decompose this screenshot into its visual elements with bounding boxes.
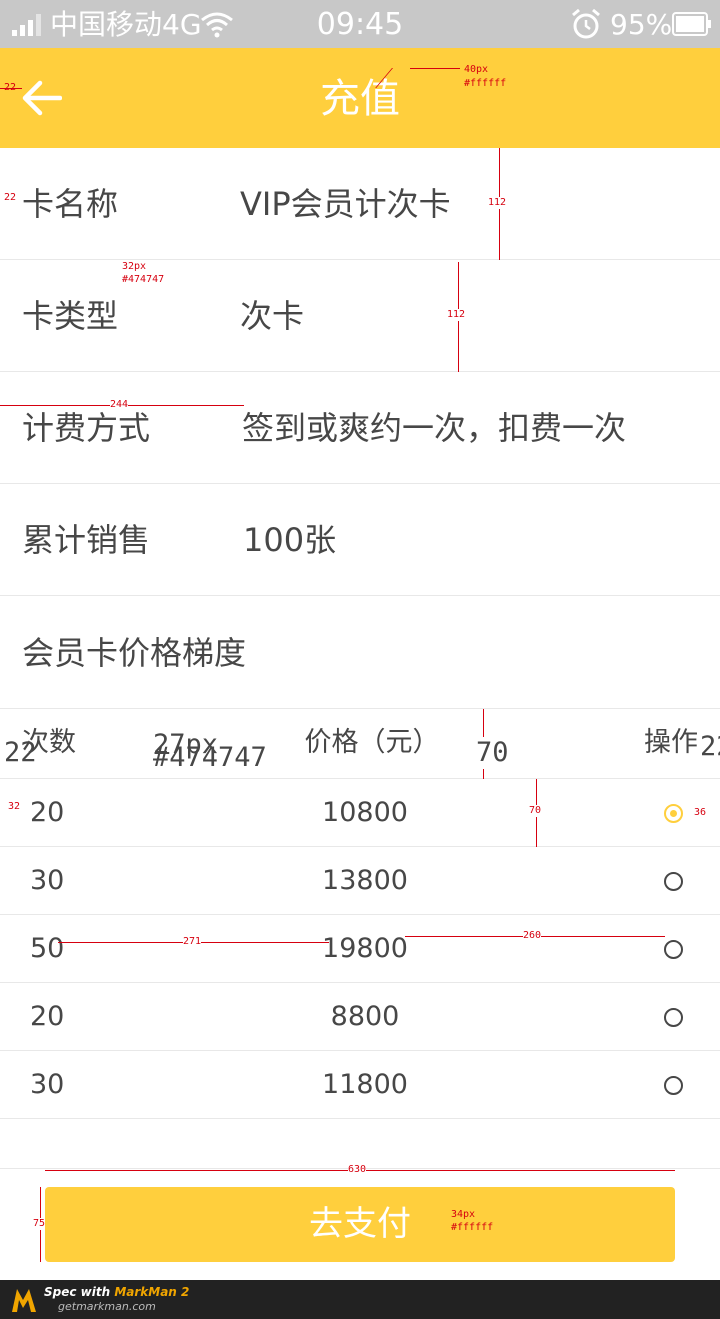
radio-icon[interactable] [664, 940, 683, 959]
annotation-label-width: 244 [110, 399, 129, 411]
info-value: 次卡 [240, 297, 305, 335]
annotation-head-height: 70 [476, 737, 509, 769]
battery-percent: 95% [610, 8, 673, 41]
footer-brand: MarkMan 2 [114, 1285, 190, 1299]
status-bar: 中国移动4G 09:45 95% [0, 0, 720, 48]
price-row[interactable]: 20 10800 32 36 70 [0, 779, 720, 847]
section-title-text: 会员卡价格梯度 [22, 634, 247, 672]
price-table-header: 次数 价格（元） 操作 22 22 27px #474747 70 [0, 709, 720, 779]
header-count: 次数 [22, 727, 76, 758]
row-count: 20 [30, 797, 65, 828]
info-value: 签到或爽约一次，扣费一次 [242, 409, 627, 447]
info-value: VIP会员计次卡 [240, 185, 451, 223]
pay-button[interactable]: 去支付 [45, 1187, 675, 1262]
markman-footer: Spec with MarkMan 2 getmarkman.com [0, 1280, 720, 1319]
annotation-table-margin: 22 [4, 737, 37, 768]
annotation-row-height: 112 [488, 197, 507, 209]
annotation-label-size: 32px [122, 261, 147, 272]
price-row[interactable]: 50 19800 271 260 [0, 915, 720, 983]
row-count: 30 [30, 1069, 65, 1100]
price-row[interactable]: 30 11800 [0, 1051, 720, 1119]
radio-icon[interactable] [664, 1008, 683, 1027]
header-bar: 充值 22 40px #ffffff [0, 48, 720, 148]
footer-prefix: Spec with [44, 1285, 115, 1299]
annotation-count-price-gap: 271 [183, 936, 202, 948]
annotation-table-label-size: 27px [153, 729, 219, 760]
info-label: 计费方式 [22, 409, 151, 447]
footer-url: getmarkman.com [58, 1300, 156, 1313]
price-section-title: 会员卡价格梯度 [0, 597, 720, 709]
row-price: 8800 [330, 1001, 400, 1032]
signal-icon [12, 14, 41, 36]
annotation-row-height: 70 [529, 805, 542, 817]
annotation-row-height: 112 [447, 309, 466, 321]
carrier-text: 中国移动4G [50, 8, 202, 41]
radio-icon[interactable] [664, 1076, 683, 1095]
header-price: 价格（元） [304, 727, 440, 758]
annotation-title-size: 40px [464, 64, 489, 75]
price-row[interactable]: 20 8800 [0, 983, 720, 1051]
battery-icon [672, 12, 711, 36]
annotation-count-margin: 32 [8, 801, 21, 812]
row-count: 20 [30, 1001, 65, 1032]
alarm-icon [572, 8, 600, 39]
row-price: 13800 [322, 865, 408, 896]
row-price: 10800 [322, 797, 408, 828]
row-count: 30 [30, 865, 65, 896]
footer-line-1: Spec with MarkMan 2 [44, 1285, 189, 1299]
annotation-price-radio-gap: 260 [523, 930, 542, 942]
annotation-button-height: 75 [33, 1218, 46, 1230]
info-label: 卡名称 [22, 185, 119, 223]
annotation-radio-margin: 36 [694, 807, 707, 818]
annotation-button-color: #ffffff [451, 1222, 494, 1233]
annotation-line [410, 68, 460, 69]
radio-selected-icon[interactable] [664, 804, 683, 823]
page-title: 充值 [320, 76, 400, 122]
clock-time: 09:45 [316, 7, 404, 42]
row-count: 50 [30, 933, 65, 964]
price-row[interactable]: 30 13800 [0, 847, 720, 915]
info-row-billing: 计费方式 签到或爽约一次，扣费一次 244 [0, 372, 720, 484]
row-price: 11800 [322, 1069, 408, 1100]
annotation-table-right-margin: 22 [700, 731, 720, 762]
radio-icon[interactable] [664, 872, 683, 891]
bottom-action-bar: 630 75 去支付 34px #ffffff [0, 1164, 720, 1280]
info-label: 累计销售 [22, 521, 151, 559]
annotation-table-label-color: #474747 [153, 742, 267, 773]
header-operation: 操作 [644, 727, 698, 758]
info-row-card-name: 卡名称 VIP会员计次卡 22 112 [0, 148, 720, 260]
info-label: 卡类型 [22, 297, 119, 335]
annotation-line [0, 88, 22, 89]
wifi-icon [201, 12, 233, 38]
row-price: 19800 [322, 933, 408, 964]
markman-logo-icon [12, 1289, 36, 1312]
annotation-title-color: #ffffff [464, 78, 507, 89]
annotation-button-size: 34px [451, 1209, 476, 1220]
info-value: 100张 [243, 521, 337, 559]
info-row-sales: 累计销售 100张 [0, 484, 720, 596]
annotation-row-margin: 22 [4, 192, 17, 203]
annotation-label-color: #474747 [122, 274, 165, 285]
annotation-header-margin: 22 [4, 82, 17, 93]
back-arrow-icon[interactable] [22, 80, 62, 116]
info-row-card-type: 卡类型 次卡 32px #474747 112 [0, 260, 720, 372]
annotation-button-width: 630 [348, 1164, 367, 1176]
